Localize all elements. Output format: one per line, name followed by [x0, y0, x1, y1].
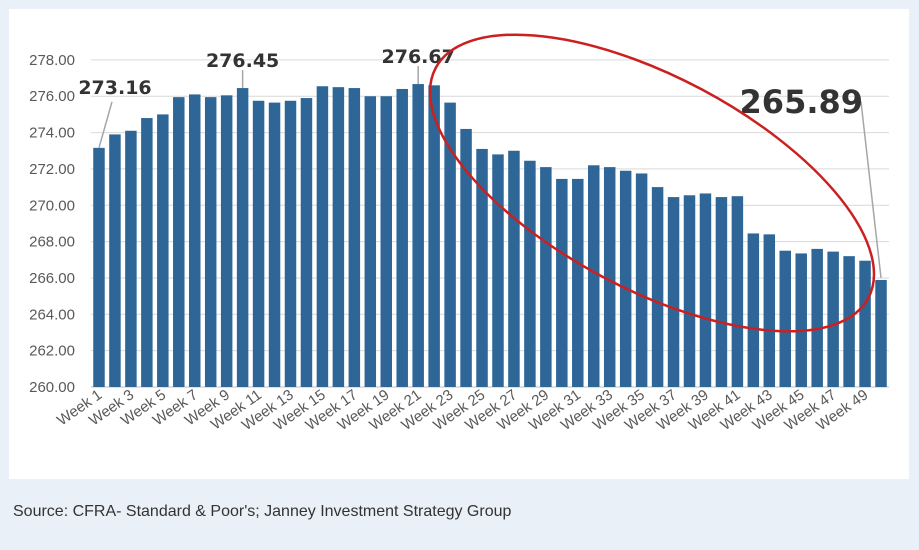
bar — [125, 130, 137, 387]
bar — [827, 251, 839, 387]
bar — [93, 147, 105, 387]
callout-leader — [855, 101, 882, 279]
y-tick-label: 274.00 — [29, 125, 75, 142]
y-axis-ticks: 260.00 262.00 264.00 266.00 268.00 270.00 272.… — [29, 52, 75, 396]
decline-highlight-ellipse — [428, 33, 876, 333]
bars — [93, 84, 887, 388]
bar — [444, 102, 456, 388]
bar — [859, 260, 871, 387]
bar — [699, 193, 712, 387]
bar — [667, 197, 680, 387]
bar — [524, 160, 536, 387]
callout-label: 265.89 — [740, 83, 863, 121]
y-tick-label: 276.00 — [29, 88, 75, 105]
callout-label: 273.16 — [78, 77, 151, 99]
y-tick-label: 272.00 — [29, 161, 75, 178]
bar — [204, 97, 217, 387]
y-tick-label: 260.00 — [29, 379, 75, 396]
bar-chart: 260.00 262.00 264.00 266.00 268.00 270.00 272.… — [29, 33, 889, 434]
bar — [747, 233, 760, 387]
bar — [109, 134, 121, 387]
callout-leader — [98, 101, 113, 149]
y-tick-label: 270.00 — [29, 197, 75, 214]
bar — [508, 150, 520, 387]
bar — [316, 86, 329, 387]
bar — [412, 84, 424, 387]
bar — [364, 96, 377, 388]
bar — [348, 88, 361, 387]
bar — [236, 88, 249, 387]
bar — [683, 195, 696, 387]
bar — [268, 102, 281, 388]
bar — [252, 100, 265, 388]
y-tick-label: 266.00 — [29, 270, 75, 287]
bar — [603, 167, 616, 387]
callout-label: 276.45 — [206, 50, 279, 72]
bar — [492, 154, 504, 387]
bar — [396, 88, 408, 387]
bar — [572, 178, 584, 387]
bar — [779, 250, 792, 387]
bar — [635, 173, 648, 387]
bar — [173, 97, 185, 387]
bar — [188, 94, 201, 388]
bar — [811, 248, 823, 387]
bar — [460, 128, 472, 387]
y-tick-label: 268.00 — [29, 234, 75, 251]
bar — [380, 96, 393, 388]
bar — [587, 165, 600, 387]
bar — [157, 114, 169, 388]
y-tick-label: 262.00 — [29, 343, 75, 360]
bar — [220, 95, 233, 387]
source-note: Source: CFRA- Standard & Poor's; Janney … — [13, 503, 512, 520]
bar — [715, 197, 728, 387]
bar — [284, 100, 297, 388]
bar — [795, 253, 807, 387]
bar — [763, 234, 776, 387]
bar — [476, 148, 488, 387]
bar — [141, 118, 153, 387]
bar — [540, 167, 552, 387]
y-tick-label: 278.00 — [29, 52, 75, 69]
bar — [300, 98, 313, 387]
bar — [556, 178, 568, 387]
bar — [428, 85, 440, 388]
callout-label: 276.67 — [382, 46, 455, 68]
chart-panel: 260.00 262.00 264.00 266.00 268.00 270.00 272.… — [9, 9, 909, 479]
bar — [731, 196, 744, 387]
bar — [875, 279, 887, 387]
bar — [619, 170, 632, 387]
y-tick-label: 264.00 — [29, 306, 75, 323]
bar — [332, 87, 345, 388]
callouts: 273.16 276.45 276.67 265.89 — [78, 46, 882, 279]
bar — [651, 187, 664, 387]
bar — [843, 256, 855, 387]
